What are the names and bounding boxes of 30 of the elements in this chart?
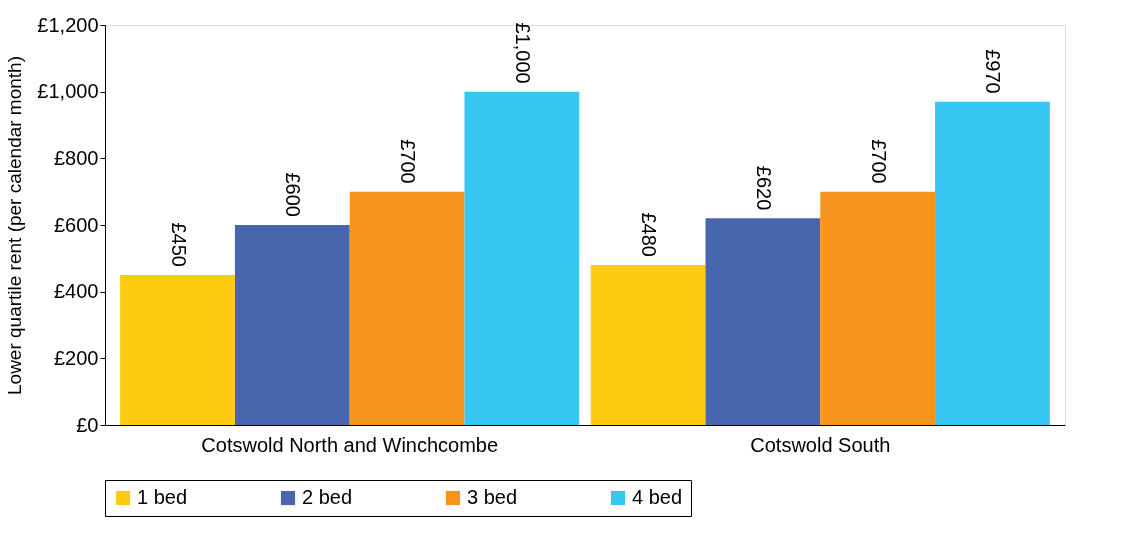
data-label: £450 xyxy=(167,222,190,267)
data-label: £970 xyxy=(982,49,1005,94)
bar xyxy=(120,275,235,425)
y-tick-label: £1,200 xyxy=(37,13,99,36)
bar xyxy=(349,191,465,425)
bar xyxy=(935,101,1050,425)
bar xyxy=(820,191,936,425)
y-tick-label: £1,000 xyxy=(37,80,99,103)
y-axis-title: Lower quartile rent (per calendar month) xyxy=(4,55,26,396)
bar xyxy=(705,218,821,425)
bar xyxy=(590,265,706,425)
y-tick-label: £600 xyxy=(54,213,99,236)
bar xyxy=(464,91,580,425)
legend-label: 3 bed xyxy=(467,486,518,508)
legend-label: 4 bed xyxy=(632,486,683,508)
x-tick-label: Cotswold South xyxy=(750,433,891,456)
data-label: £620 xyxy=(752,165,775,211)
x-tick-label: Cotswold North and Winchcombe xyxy=(201,433,499,456)
y-tick-label: £200 xyxy=(54,346,99,369)
legend-label: 1 bed xyxy=(137,486,188,508)
y-tick-label: £400 xyxy=(54,280,99,303)
data-label: £600 xyxy=(282,172,305,217)
data-label: £1,000 xyxy=(511,22,534,84)
bar xyxy=(234,225,350,425)
y-tick-label: £800 xyxy=(54,146,99,169)
legend-label: 2 bed xyxy=(302,486,353,508)
data-label: £700 xyxy=(867,139,890,184)
data-label: £480 xyxy=(638,212,661,257)
data-label: £700 xyxy=(397,139,420,184)
y-tick-label: £0 xyxy=(76,413,99,436)
